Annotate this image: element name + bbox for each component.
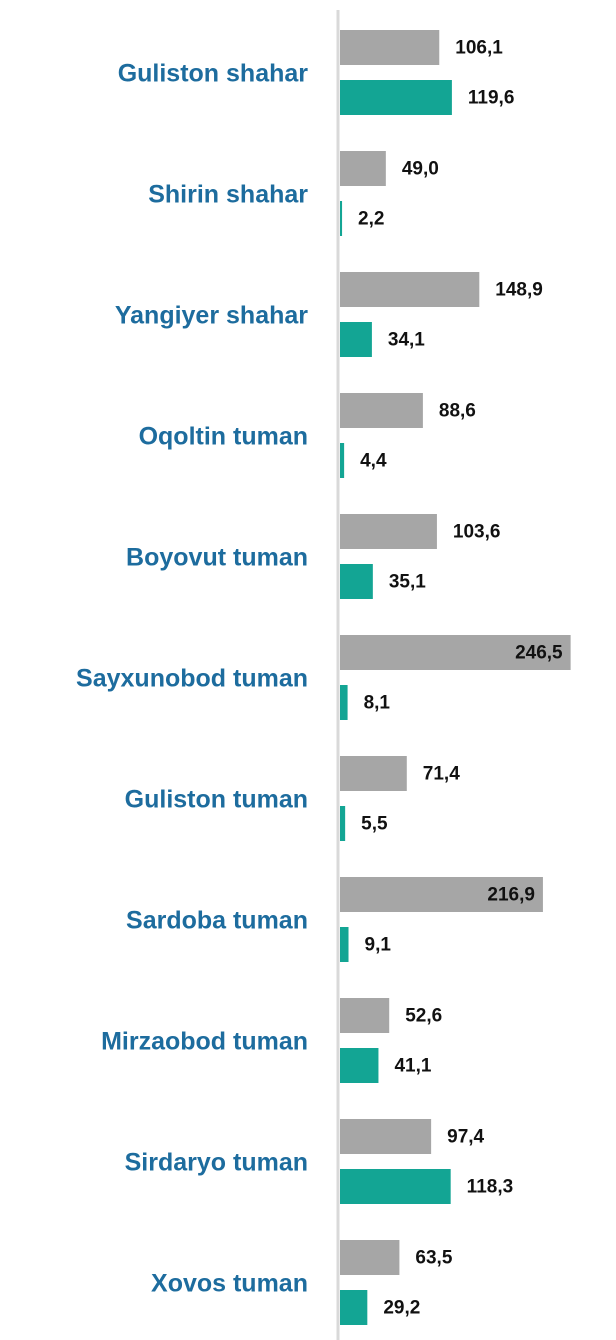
bar bbox=[340, 393, 423, 428]
category-label: Mirzaobod tuman bbox=[101, 1028, 308, 1056]
bar bbox=[340, 685, 348, 720]
bar bbox=[340, 806, 346, 841]
category-label: Shirin shahar bbox=[148, 181, 308, 209]
value-label: 34,1 bbox=[388, 330, 425, 351]
bar bbox=[340, 30, 440, 65]
bar bbox=[340, 514, 437, 549]
value-label: 246,5 bbox=[515, 643, 563, 664]
value-label: 216,9 bbox=[487, 885, 535, 906]
bar bbox=[340, 322, 372, 357]
value-label: 8,1 bbox=[364, 693, 391, 714]
bar bbox=[340, 564, 373, 599]
category-label: Xovos tuman bbox=[151, 1270, 308, 1298]
category-label: Boyovut tuman bbox=[126, 544, 308, 572]
bar bbox=[340, 635, 571, 670]
value-label: 9,1 bbox=[365, 935, 392, 956]
value-label: 71,4 bbox=[423, 764, 460, 785]
value-label: 41,1 bbox=[394, 1056, 431, 1077]
category-label: Sirdaryo tuman bbox=[125, 1149, 308, 1177]
category-label: Yangiyer shahar bbox=[115, 302, 308, 330]
value-label: 2,2 bbox=[358, 209, 384, 230]
bar bbox=[340, 998, 390, 1033]
bar bbox=[340, 1240, 400, 1275]
value-label: 4,4 bbox=[360, 451, 387, 472]
category-label: Sayxunobod tuman bbox=[76, 665, 308, 693]
category-label: Guliston shahar bbox=[118, 60, 309, 88]
value-label: 49,0 bbox=[402, 159, 439, 180]
value-label: 97,4 bbox=[447, 1127, 484, 1148]
bar bbox=[340, 877, 543, 912]
bar bbox=[340, 756, 407, 791]
bar bbox=[340, 151, 386, 186]
bar bbox=[340, 80, 452, 115]
bar bbox=[340, 1048, 379, 1083]
value-label: 88,6 bbox=[439, 401, 476, 422]
bar bbox=[340, 1290, 368, 1325]
value-label: 35,1 bbox=[389, 572, 426, 593]
bar bbox=[340, 927, 349, 962]
bar bbox=[340, 1119, 432, 1154]
category-label: Guliston tuman bbox=[125, 786, 308, 814]
value-label: 52,6 bbox=[405, 1006, 442, 1027]
value-label: 5,5 bbox=[361, 814, 388, 835]
value-label: 103,6 bbox=[453, 522, 501, 543]
value-label: 63,5 bbox=[415, 1248, 452, 1269]
bar bbox=[340, 1169, 451, 1204]
category-label: Sardoba tuman bbox=[126, 907, 308, 935]
category-label: Oqoltin tuman bbox=[139, 423, 308, 451]
value-label: 119,6 bbox=[468, 88, 515, 109]
value-label: 106,1 bbox=[455, 38, 503, 59]
bar bbox=[340, 443, 345, 478]
value-label: 148,9 bbox=[495, 280, 543, 301]
bar bbox=[340, 272, 480, 307]
value-label: 29,2 bbox=[383, 1298, 420, 1319]
value-label: 118,3 bbox=[467, 1177, 514, 1198]
bar bbox=[340, 201, 343, 236]
